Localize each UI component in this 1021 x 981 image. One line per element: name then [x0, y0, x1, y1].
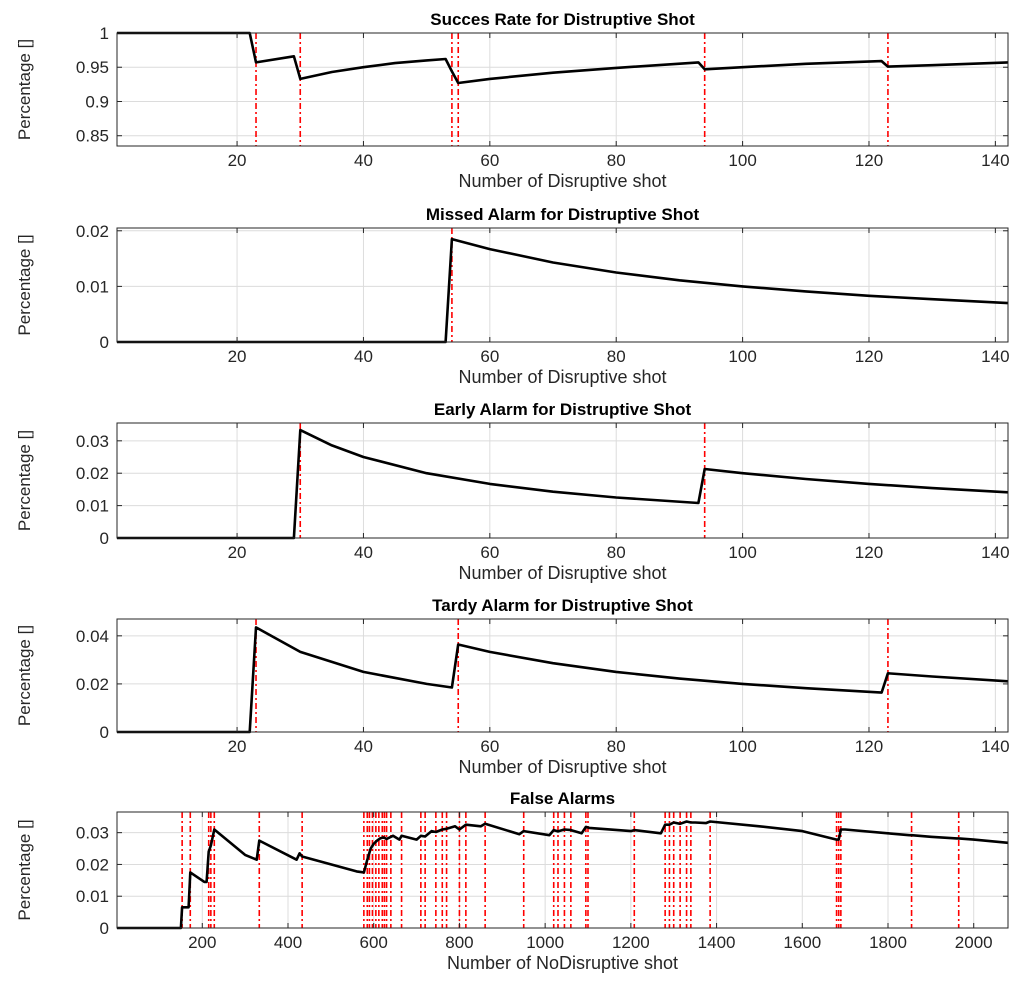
- x-tick-label: 80: [607, 543, 626, 562]
- y-tick-label: 0.01: [76, 887, 109, 906]
- plot-area: [117, 33, 1008, 146]
- x-tick-label: 20: [228, 151, 247, 170]
- x-tick-label: 120: [855, 347, 883, 366]
- axes-box: [116, 618, 1009, 733]
- y-tick-label: 0: [100, 333, 109, 352]
- series-line: [117, 626, 1009, 734]
- y-axis-label: Percentage []: [15, 625, 34, 726]
- y-tick-label: 0.02: [76, 675, 109, 694]
- y-tick-label: 0.9: [85, 92, 109, 111]
- x-tick-label: 1200: [612, 933, 650, 952]
- x-tick-label: 100: [728, 151, 756, 170]
- x-tick-label: 200: [188, 933, 216, 952]
- series-line: [117, 820, 1009, 930]
- chart-title: False Alarms: [510, 789, 615, 808]
- x-tick-label: 140: [981, 737, 1009, 756]
- x-tick-label: 2000: [955, 933, 993, 952]
- plot-area: [117, 423, 1008, 538]
- axes-box: [116, 227, 1009, 343]
- x-axis-label: Number of Disruptive shot: [458, 367, 666, 387]
- x-tick-label: 40: [354, 151, 373, 170]
- x-tick-label: 140: [981, 151, 1009, 170]
- series-line: [117, 237, 1009, 344]
- x-axis-label: Number of Disruptive shot: [458, 171, 666, 191]
- x-tick-label: 140: [981, 347, 1009, 366]
- x-tick-label: 140: [981, 543, 1009, 562]
- chart-title: Early Alarm for Distruptive Shot: [434, 400, 692, 419]
- x-tick-label: 60: [480, 151, 499, 170]
- y-tick-label: 0.04: [76, 627, 109, 646]
- y-tick-label: 0.02: [76, 855, 109, 874]
- y-tick-label: 0.03: [76, 432, 109, 451]
- y-tick-label: 0.01: [76, 497, 109, 516]
- x-tick-label: 1400: [698, 933, 736, 952]
- y-tick-label: 0.01: [76, 277, 109, 296]
- chart-title: Succes Rate for Distruptive Shot: [430, 10, 695, 29]
- y-tick-label: 0: [100, 529, 109, 548]
- x-tick-label: 1600: [783, 933, 821, 952]
- x-tick-label: 1800: [869, 933, 907, 952]
- x-tick-label: 40: [354, 737, 373, 756]
- subplot-5: 200 400 600 800 1000 1200 1400 1600 1800 2000 0 0.0…: [15, 789, 1009, 973]
- y-axis-label: Percentage []: [15, 819, 34, 920]
- x-tick-label: 600: [360, 933, 388, 952]
- axes-box: [116, 811, 1009, 929]
- subplot-1: 20 40 60 80 100 120 140 0.85 0.9 0.95 1 Succes Rate…: [15, 10, 1010, 191]
- series-line: [117, 428, 1009, 540]
- axes-box: [116, 422, 1009, 539]
- x-tick-label: 60: [480, 543, 499, 562]
- plot-area: [117, 228, 1008, 342]
- y-tick-label: 0.85: [76, 127, 109, 146]
- y-tick-label: 1: [100, 24, 109, 43]
- subplot-2: 20 40 60 80 100 120 140 0 0.01 0.02 Missed Alarm f…: [15, 205, 1010, 387]
- x-axis-label: Number of Disruptive shot: [458, 757, 666, 777]
- x-axis-label: Number of NoDisruptive shot: [447, 953, 678, 973]
- chart-title: Missed Alarm for Distruptive Shot: [426, 205, 700, 224]
- y-tick-label: 0.03: [76, 824, 109, 843]
- x-tick-label: 40: [354, 543, 373, 562]
- x-axis-label: Number of Disruptive shot: [458, 563, 666, 583]
- x-tick-label: 20: [228, 543, 247, 562]
- x-tick-label: 80: [607, 151, 626, 170]
- x-tick-label: 20: [228, 347, 247, 366]
- y-tick-label: 0.02: [76, 464, 109, 483]
- y-tick-label: 0.95: [76, 58, 109, 77]
- x-tick-label: 800: [445, 933, 473, 952]
- x-tick-label: 80: [607, 737, 626, 756]
- x-tick-label: 80: [607, 347, 626, 366]
- x-tick-label: 40: [354, 347, 373, 366]
- x-tick-label: 20: [228, 737, 247, 756]
- subplot-4: 20 40 60 80 100 120 140 0 0.02 0.04 Tardy Alarm fo…: [15, 596, 1010, 777]
- y-tick-label: 0.02: [76, 222, 109, 241]
- y-tick-label: 0: [100, 723, 109, 742]
- x-tick-label: 100: [728, 737, 756, 756]
- x-tick-label: 400: [274, 933, 302, 952]
- y-tick-label: 0: [100, 919, 109, 938]
- y-axis-label: Percentage []: [15, 430, 34, 531]
- x-tick-label: 60: [480, 347, 499, 366]
- y-axis-label: Percentage []: [15, 234, 34, 335]
- x-tick-label: 120: [855, 543, 883, 562]
- x-tick-label: 1000: [526, 933, 564, 952]
- chart-title: Tardy Alarm for Distruptive Shot: [432, 596, 693, 615]
- axes-box: [116, 32, 1009, 147]
- x-tick-label: 100: [728, 543, 756, 562]
- x-tick-label: 100: [728, 347, 756, 366]
- y-axis-label: Percentage []: [15, 39, 34, 140]
- x-tick-label: 60: [480, 737, 499, 756]
- plot-area: [117, 619, 1008, 732]
- x-tick-label: 120: [855, 151, 883, 170]
- series-line: [117, 31, 1009, 85]
- subplot-3: 20 40 60 80 100 120 140 0 0.01 0.02 0.03 Early Alar…: [15, 400, 1010, 583]
- x-tick-label: 120: [855, 737, 883, 756]
